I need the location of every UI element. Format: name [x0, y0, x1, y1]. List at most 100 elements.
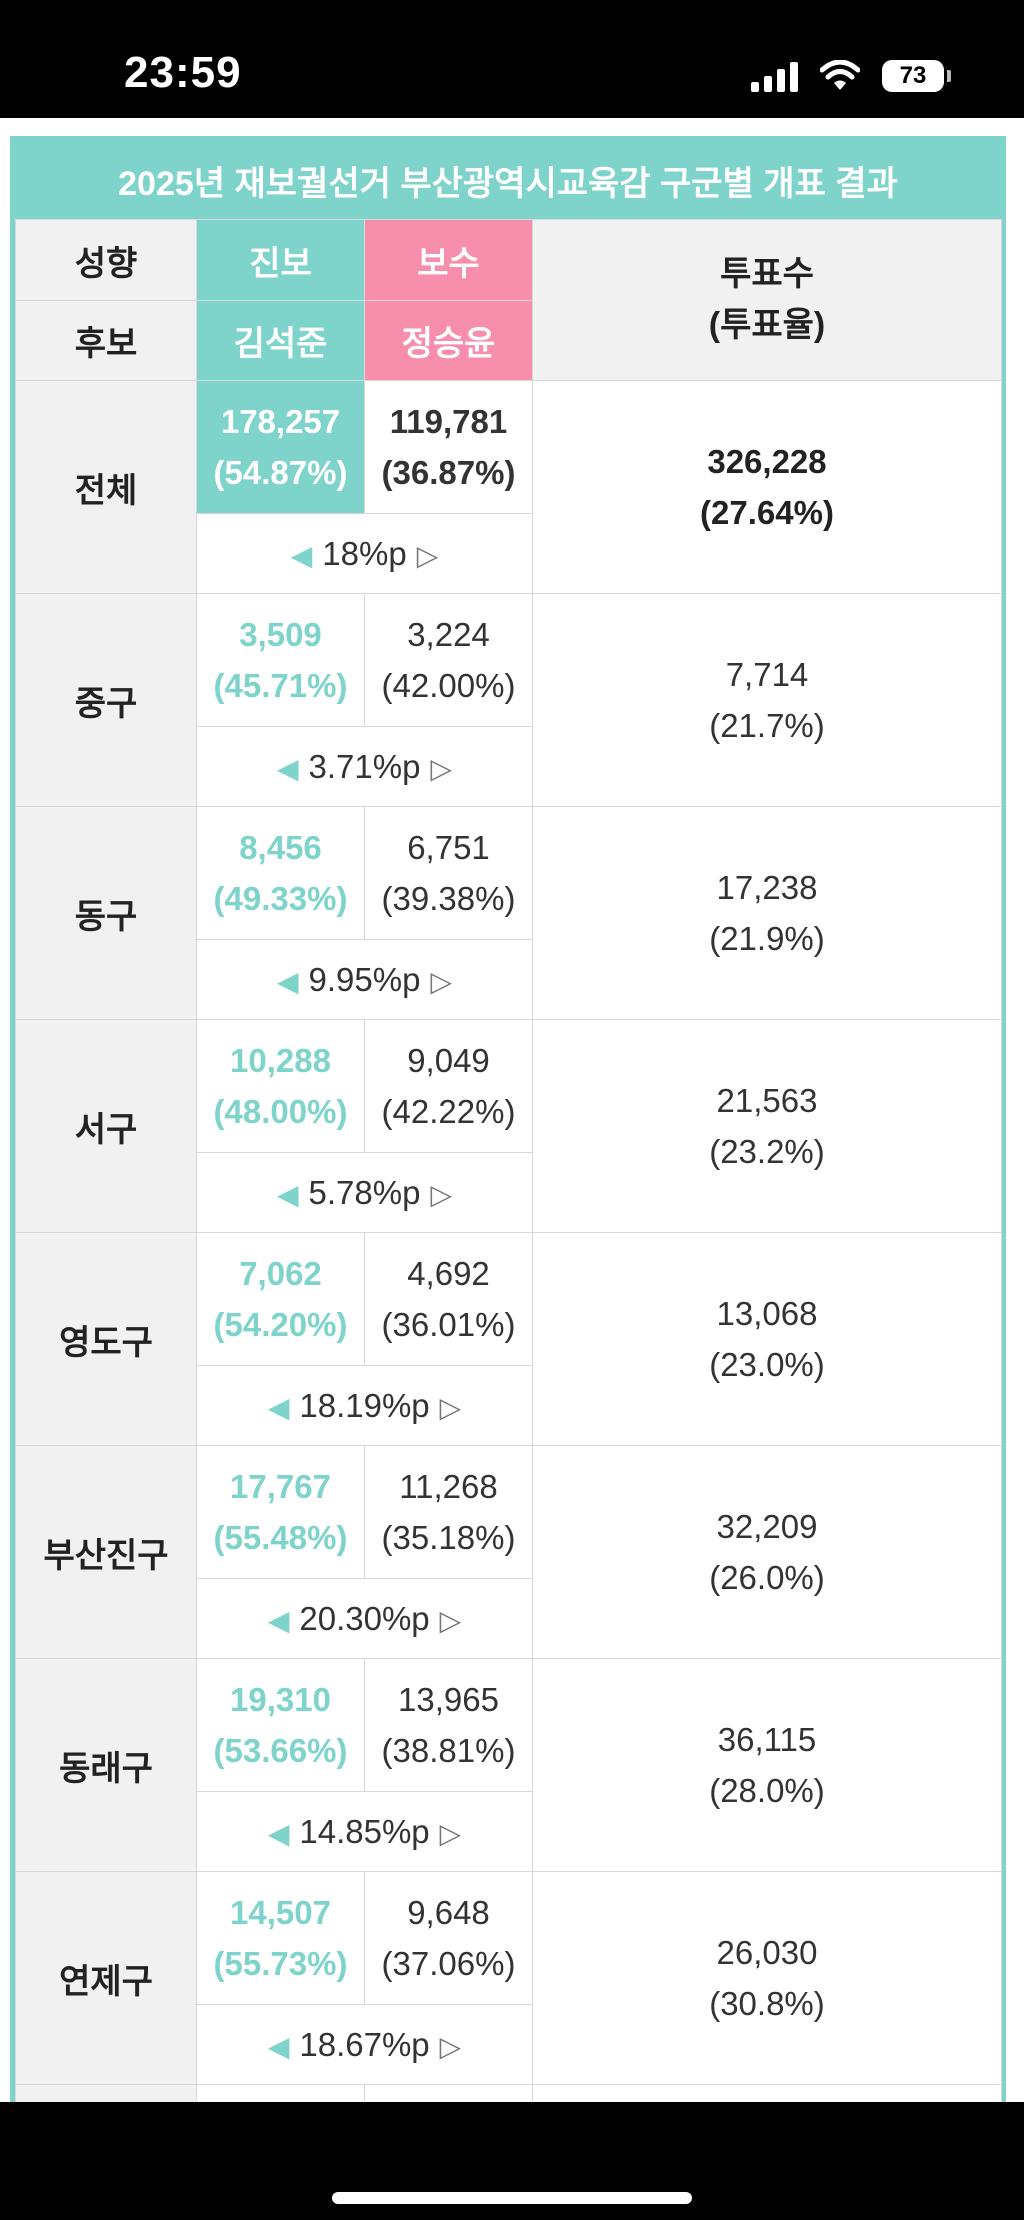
conservative-result: 11,268 (35.18%) — [364, 1445, 533, 1579]
progressive-result: 14,507 (55.73%) — [196, 1871, 365, 2005]
right-triangle-icon: ▷ — [439, 2030, 462, 2062]
conservative-percent: (39.38%) — [381, 880, 516, 917]
conservative-percent: (36.87%) — [381, 454, 516, 491]
progressive-votes: 10,288 — [230, 1041, 331, 1079]
right-triangle-icon: ▷ — [416, 539, 439, 571]
conservative-votes: 4,692 — [407, 1254, 490, 1292]
left-triangle-icon: ◀ — [267, 2030, 290, 2062]
region-row: 동구 8,456 (49.33%) 6,751 (39.38%) 17,238 (21.9%… — [15, 806, 1002, 1020]
margin-value: 18%p — [322, 534, 407, 572]
turnout-rate: (23.2%) — [709, 1133, 825, 1170]
right-triangle-icon: ▷ — [430, 752, 453, 784]
conservative-votes: 9,049 — [407, 1041, 490, 1079]
total-votes: 26,030 — [716, 1933, 818, 1971]
total-votes: 7,714 — [725, 655, 809, 693]
margin-value: 20.30%p — [299, 1599, 430, 1637]
region-name: 서구 — [15, 1019, 197, 1233]
region-row: 동래구 19,310 (53.66%) 13,965 (38.81%) 36,115 (28… — [15, 1658, 1002, 1872]
region-name: 부산진구 — [15, 1445, 197, 1659]
left-triangle-icon: ◀ — [267, 1817, 290, 1849]
region-name: 영도구 — [15, 1232, 197, 1446]
left-triangle-icon: ◀ — [276, 752, 299, 784]
battery-icon: 73 — [882, 60, 951, 92]
home-indicator[interactable] — [332, 2192, 692, 2204]
region-row: 부산진구 17,767 (55.48%) 11,268 (35.18%) 32,209 (2… — [15, 1445, 1002, 1659]
progressive-result: 10,288 (48.00%) — [196, 1019, 365, 1153]
region-name: 전체 — [15, 380, 197, 594]
progressive-header: 진보 — [196, 219, 365, 301]
right-triangle-icon: ▷ — [430, 965, 453, 997]
region-row-partial — [15, 2084, 1002, 2102]
conservative-percent: (36.01%) — [381, 1306, 516, 1343]
progressive-percent: (54.20%) — [213, 1306, 348, 1343]
margin-cell: ◀ 18%p ▷ — [196, 513, 533, 594]
progressive-candidate-name: 김석준 — [196, 300, 365, 381]
turnout-cell: 21,563 (23.2%) — [532, 1019, 1002, 1233]
progressive-percent: (45.71%) — [213, 667, 348, 704]
conservative-result: 4,692 (36.01%) — [364, 1232, 533, 1366]
progressive-votes: 3,509 — [239, 615, 322, 653]
region-row: 서구 10,288 (48.00%) 9,049 (42.22%) 21,563 (23.2… — [15, 1019, 1002, 1233]
margin-row: ◀ 3.71%p ▷ — [16, 726, 1002, 807]
votes-header-line1: 투표수 — [720, 255, 814, 293]
conservative-result: 9,648 (37.06%) — [364, 1871, 533, 2005]
margin-row: ◀ 18.67%p ▷ — [16, 2004, 1002, 2085]
region-row: 중구 3,509 (45.71%) 3,224 (42.00%) 7,714 (21.7%) — [15, 593, 1002, 807]
turnout-rate: (21.9%) — [709, 920, 825, 957]
conservative-percent: (35.18%) — [381, 1519, 516, 1556]
total-votes: 17,238 — [716, 868, 818, 906]
conservative-votes: 119,781 — [389, 402, 508, 440]
turnout-rate: (21.7%) — [709, 707, 825, 744]
conservative-result: 9,049 (42.22%) — [364, 1019, 533, 1153]
progressive-percent: (53.66%) — [213, 1732, 348, 1769]
votes-header: 투표수 (투표율) — [532, 219, 1002, 381]
margin-value: 18.19%p — [299, 1386, 430, 1424]
progressive-votes: 7,062 — [239, 1254, 322, 1292]
wifi-icon — [820, 60, 860, 90]
region-name: 동구 — [15, 806, 197, 1020]
margin-row: ◀ 14.85%p ▷ — [16, 1791, 1002, 1872]
conservative-result: 119,781 (36.87%) — [364, 380, 533, 514]
turnout-cell: 17,238 (21.9%) — [532, 806, 1002, 1020]
margin-cell: ◀ 20.30%p ▷ — [196, 1578, 533, 1659]
conservative-percent: (37.06%) — [381, 1945, 516, 1982]
progressive-percent: (48.00%) — [213, 1093, 348, 1130]
margin-value: 14.85%p — [299, 1812, 430, 1850]
home-indicator-area — [0, 2102, 1024, 2220]
total-votes: 21,563 — [716, 1081, 818, 1119]
partial-cell — [196, 2084, 365, 2102]
progressive-result: 19,310 (53.66%) — [196, 1658, 365, 1792]
region-row: 전체 178,257 (54.87%) 119,781 (36.87%) 326,228 (… — [15, 380, 1002, 594]
margin-row: ◀ 9.95%p ▷ — [16, 939, 1002, 1020]
left-triangle-icon: ◀ — [267, 1604, 290, 1636]
total-votes: 32,209 — [716, 1507, 818, 1545]
region-name: 동래구 — [15, 1658, 197, 1872]
margin-cell: ◀ 9.95%p ▷ — [196, 939, 533, 1020]
margin-row: ◀ 18.19%p ▷ — [16, 1365, 1002, 1446]
region-name: 연제구 — [15, 1871, 197, 2085]
progressive-votes: 178,257 — [220, 402, 341, 440]
margin-cell: ◀ 3.71%p ▷ — [196, 726, 533, 807]
progressive-result: 3,509 (45.71%) — [196, 593, 365, 727]
left-triangle-icon: ◀ — [267, 1391, 290, 1423]
progressive-percent: (54.87%) — [213, 454, 348, 491]
margin-value: 18.67%p — [299, 2025, 430, 2063]
progressive-result: 8,456 (49.33%) — [196, 806, 365, 940]
partial-cell — [532, 2084, 1002, 2102]
progressive-votes: 14,507 — [230, 1893, 331, 1931]
region-name: 중구 — [15, 593, 197, 807]
margin-value: 3.71%p — [308, 747, 421, 785]
margin-row: ◀ 5.78%p ▷ — [16, 1152, 1002, 1233]
turnout-cell: 32,209 (26.0%) — [532, 1445, 1002, 1659]
progressive-percent: (49.33%) — [213, 880, 348, 917]
margin-cell: ◀ 5.78%p ▷ — [196, 1152, 533, 1233]
turnout-cell: 36,115 (28.0%) — [532, 1658, 1002, 1872]
conservative-votes: 3,224 — [407, 615, 490, 653]
margin-value: 9.95%p — [308, 960, 421, 998]
turnout-rate: (23.0%) — [709, 1346, 825, 1383]
total-votes: 326,228 — [707, 442, 827, 480]
right-triangle-icon: ▷ — [430, 1178, 453, 1210]
table-title: 2025년 재보궐선거 부산광역시교육감 구군별 개표 결과 — [15, 141, 1001, 219]
status-bar: 23:59 73 — [0, 0, 1024, 118]
right-triangle-icon: ▷ — [439, 1817, 462, 1849]
